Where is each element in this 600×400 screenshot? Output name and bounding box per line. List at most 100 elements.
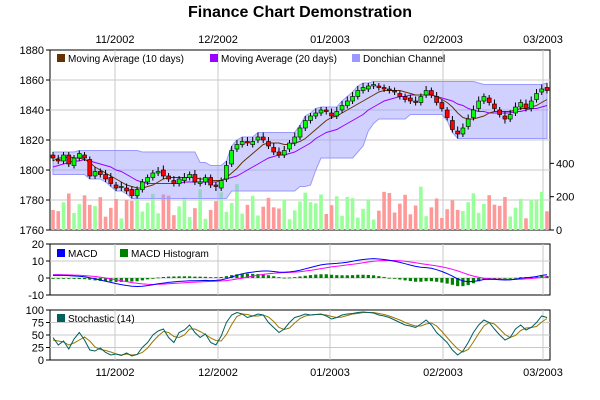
candle-body [471,109,476,118]
volume-bar [429,207,434,230]
macd-histogram-bar [403,278,407,281]
volume-bar [135,192,139,230]
candle-body [260,136,266,141]
candle-body [182,177,187,181]
macd-histogram-bar [450,278,455,285]
candle-body [224,165,229,180]
volume-bar [240,213,244,230]
macd-lines [52,258,548,288]
stochastic-lines [52,311,548,357]
stochastic-legend: Stochastic (14) [57,314,135,325]
candle-body [124,187,129,192]
volume-bar [476,212,481,230]
macd-histogram-bar [382,276,386,278]
macd-histogram-bar [51,278,55,279]
macd-histogram-bar [303,275,307,278]
volume-bar [151,193,155,230]
macd-histogram-bar [240,273,244,278]
candle-body [129,189,135,196]
macd-histogram-bar [519,277,523,278]
macd-histogram-bar [534,276,539,278]
candle-body [97,171,103,175]
candle-body [376,85,382,88]
legend-label-donchian: Donchian Channel [363,54,445,65]
candle-body [55,159,61,162]
macd-histogram-bar [109,278,113,282]
legend-swatch-macd [57,249,65,257]
candle-body [392,90,397,93]
stochastic-k-line [52,311,548,357]
bottom-x-tick-label: 02/2003 [423,367,463,379]
stochastic-y-tick-label: 50 [32,330,44,342]
macd-histogram-bar [77,278,81,280]
candle-body [250,141,256,145]
macd-histogram-bar [308,275,313,278]
volume-bar [408,214,413,230]
candle-body [203,177,208,183]
macd-panel: -10 0 10 20 MACD MACD Histogram [28,239,551,302]
volume-bar [172,215,176,230]
macd-histogram-bar [540,275,544,278]
volume-bar [214,201,218,230]
macd-histogram-bar [392,278,397,279]
volume-bar [492,204,497,230]
candle-body [276,151,282,156]
macd-histogram-bar [498,278,502,279]
candle-body [423,90,429,96]
candle-body [281,150,287,156]
candle-body [140,181,145,190]
candle-body [155,171,161,174]
macd-histogram-bar [119,278,123,282]
macd-histogram-bar [445,278,449,284]
candle-body [108,177,114,184]
volume-bar [424,216,428,230]
volume-bar [313,203,318,230]
top-x-axis: 11/2002 12/2002 01/2003 02/2003 03/2003 [96,34,563,46]
candle-body [192,174,198,183]
candlesticks [50,81,550,199]
macd-histogram-bar [398,278,402,280]
volume-bar [187,217,192,230]
macd-histogram-bar [161,276,165,278]
price-y-axis: 1760 1780 1800 1820 1840 1860 1880 [20,45,50,237]
candle-body [166,175,171,180]
top-x-tick-label: 11/2002 [96,34,135,46]
candle-body [360,87,366,91]
volume-bar [403,194,407,230]
macd-y-tick-label: 0 [38,273,44,285]
candle-body [323,109,329,112]
legend-label-macd-histogram: MACD Histogram [131,249,209,260]
volume-bar [371,219,376,230]
legend-swatch-ma10 [57,54,65,62]
macd-histogram-bar [350,275,355,278]
candle-body [234,144,240,150]
volume-bar [235,184,239,230]
volume-bar [208,210,213,230]
candle-body [518,102,524,108]
volume-bar [98,197,103,230]
volume-bar [461,211,465,230]
macd-signal-line [53,260,548,286]
macd-histogram-bar [82,278,87,280]
macd-histogram-bar [329,274,334,278]
top-x-tick-label: 03/2003 [523,34,563,46]
volume-bar [377,210,381,230]
volume-bars [51,184,549,230]
volume-bar [450,200,455,230]
candle-body [161,169,166,177]
candle-body [418,96,424,103]
macd-histogram-bar [456,278,460,287]
candle-body [502,115,508,120]
macd-y-tick-label: -10 [28,290,44,302]
volume-bar [103,216,108,230]
macd-line [52,258,548,288]
top-x-tick-label: 02/2003 [423,34,463,46]
top-x-tick-label: 12/2002 [198,34,238,46]
moving-averages [52,90,548,189]
volume-bar [319,194,323,230]
candle-body [434,96,439,103]
candle-body [313,112,319,117]
volume-bar [72,213,76,230]
candle-body [171,180,177,184]
